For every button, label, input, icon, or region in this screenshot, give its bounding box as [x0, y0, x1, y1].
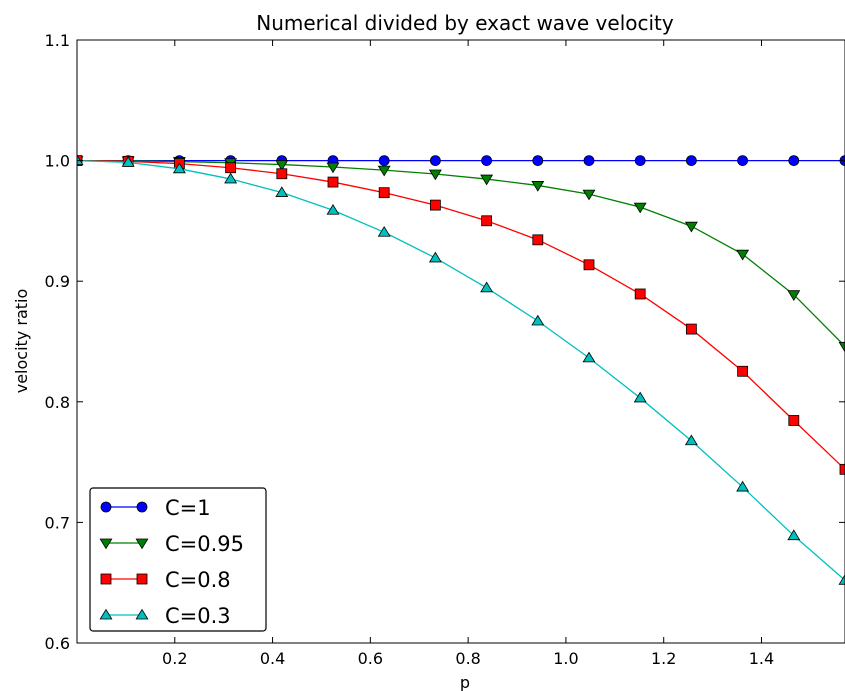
x-tick-label: 0.6 [358, 649, 383, 668]
plot-frame [76, 39, 845, 644]
data-point [633, 391, 647, 403]
legend-entry: C=0.8 [100, 568, 231, 592]
legend-marker [136, 573, 148, 585]
data-point [326, 162, 340, 174]
y-tick-label: 0.7 [45, 513, 70, 532]
data-point [481, 215, 493, 227]
legend-marker [99, 608, 113, 620]
y-tick-label: 0.9 [45, 272, 70, 291]
x-axis-label: p [460, 673, 470, 691]
data-point [737, 365, 749, 377]
data-point [633, 202, 647, 214]
data-point [685, 323, 697, 335]
data-point [480, 174, 494, 186]
series-2 [77, 156, 845, 353]
axis-ticks: 0.2 0.4 0.6 0.8 1.0 1.2 1.4 0.6 0.7 0.8 0.9 1.0 1.1 [45, 31, 845, 668]
y-tick-label: 0.6 [45, 634, 70, 653]
data-point [634, 155, 646, 167]
data-point [684, 434, 698, 446]
x-tick-label: 0.2 [162, 649, 187, 668]
data-point [736, 249, 750, 261]
data-point [788, 415, 800, 426]
data-point [276, 168, 288, 180]
data-point [531, 181, 545, 192]
series-4 [77, 154, 845, 585]
legend-label: C=1 [165, 496, 211, 520]
data-point [172, 162, 186, 174]
data-point [275, 186, 289, 197]
data-point [787, 529, 801, 541]
data-point [736, 480, 750, 492]
data-point [839, 463, 845, 475]
legend-marker [136, 501, 148, 513]
legend-label: C=0.95 [165, 532, 244, 556]
data-point [428, 169, 442, 181]
x-tick-label: 0.8 [455, 649, 480, 668]
data-point [378, 187, 390, 199]
data-point [429, 155, 441, 167]
data-point [224, 172, 238, 184]
data-point [582, 189, 596, 201]
y-tick-label: 1.1 [45, 31, 70, 50]
legend-entry: C=1 [100, 496, 211, 520]
data-point [428, 251, 442, 263]
data-point [532, 155, 544, 167]
data-point [326, 204, 340, 215]
legend-label: C=0.8 [165, 568, 231, 592]
legend-marker [135, 538, 149, 550]
data-point [583, 155, 595, 167]
data-point [377, 165, 391, 177]
data-point [583, 259, 595, 271]
x-tick-label: 0.4 [260, 649, 285, 668]
legend-box [89, 487, 267, 632]
x-tick-label: 1.2 [651, 649, 676, 668]
series-line [77, 159, 845, 470]
data-point [481, 155, 493, 167]
data-point [582, 351, 596, 363]
data-point [480, 281, 494, 293]
data-point [531, 314, 545, 326]
data-point [378, 155, 390, 167]
data-point [275, 160, 289, 171]
data-point [532, 234, 544, 246]
legend-entry: C=0.3 [99, 604, 231, 628]
data-point [121, 156, 135, 167]
y-tick-label: 0.8 [45, 393, 70, 412]
data-point [685, 155, 697, 167]
legend-marker [135, 608, 149, 620]
y-axis-label: velocity ratio [12, 289, 31, 394]
chart-title: Numerical divided by exact wave velocity [256, 11, 674, 35]
legend-label: C=0.3 [165, 604, 231, 628]
x-tick-label: 1.4 [749, 649, 774, 668]
legend-marker [99, 538, 113, 550]
series-line [77, 159, 845, 347]
data-point [838, 574, 845, 585]
data-point [327, 176, 339, 188]
data-point [787, 290, 801, 301]
y-tick-label: 1.0 [45, 152, 70, 171]
data-point [788, 155, 800, 167]
legend: C=1 C=0.95 C=0.8 C=0.3 [89, 487, 267, 632]
data-point [737, 155, 749, 167]
series-line [77, 159, 845, 581]
data-point [377, 225, 391, 237]
legend-marker [100, 501, 112, 513]
legend-entry: C=0.95 [99, 532, 244, 556]
data-point [225, 162, 237, 174]
data-point [634, 288, 646, 300]
data-point [684, 221, 698, 233]
data-point [429, 199, 441, 211]
legend-marker [100, 573, 112, 585]
x-tick-label: 1.0 [553, 649, 578, 668]
data-point [77, 154, 84, 166]
data-point [838, 341, 845, 353]
